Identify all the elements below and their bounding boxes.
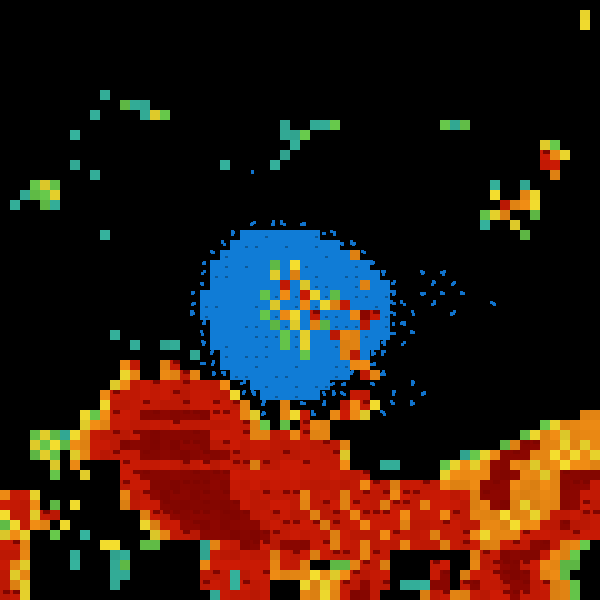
radar-bitmap	[0, 0, 600, 600]
radar-display	[0, 0, 600, 600]
